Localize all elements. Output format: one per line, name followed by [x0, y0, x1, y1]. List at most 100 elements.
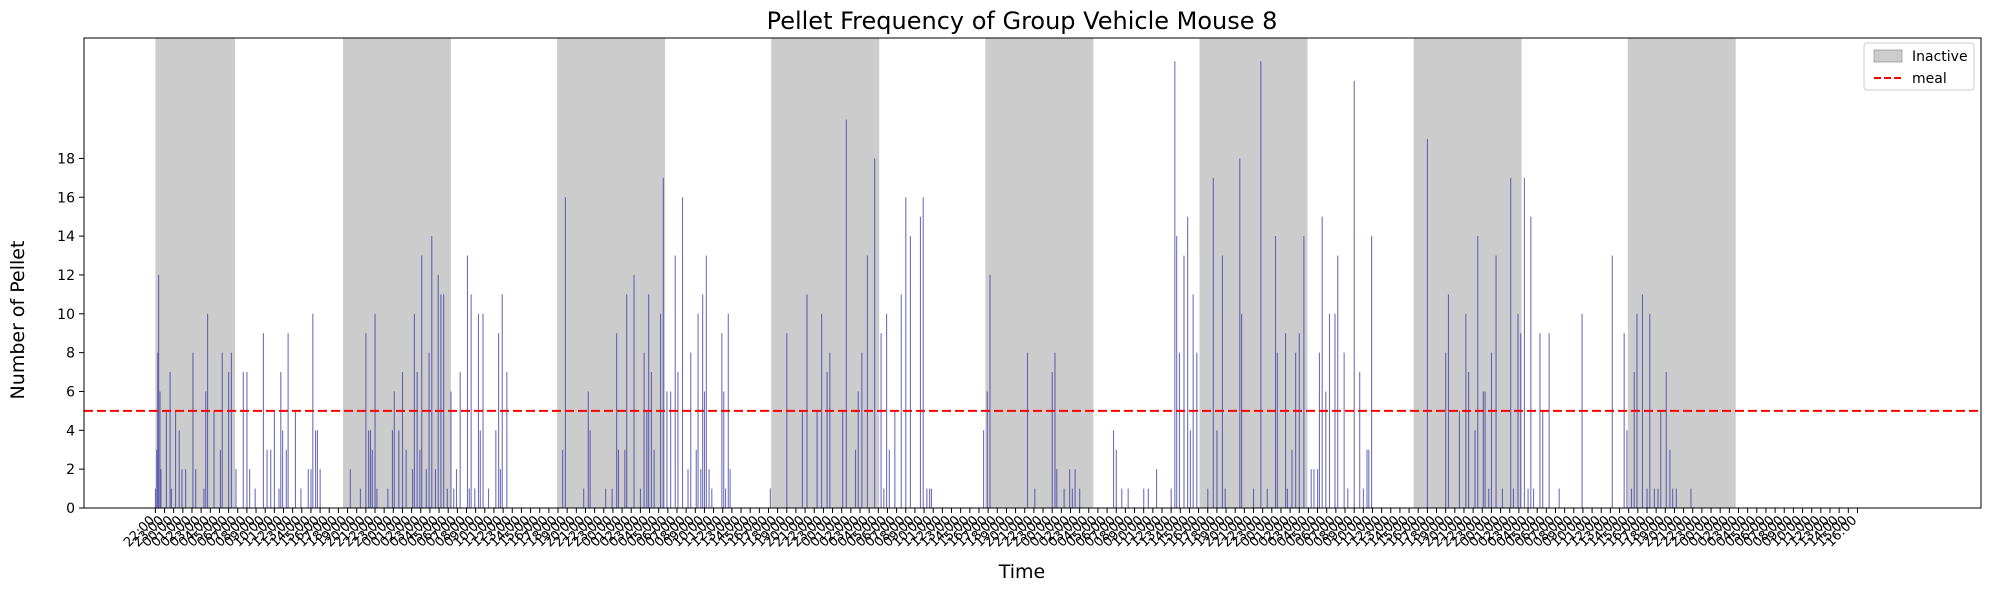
pellet-bar-180 [1176, 236, 1178, 508]
pellet-bar-53 [376, 488, 378, 508]
pellet-bar-4 [158, 274, 160, 508]
pellet-bar-130 [769, 488, 771, 508]
pellet-bar-208 [1318, 352, 1320, 508]
pellet-bar-47 [359, 488, 361, 508]
pellet-bar-255 [1641, 294, 1644, 508]
pellet-bar-141 [857, 391, 859, 508]
pellet-bar-150 [900, 294, 902, 508]
pellet-bar-234 [1495, 255, 1497, 508]
pellet-bar-34 [280, 372, 282, 508]
pellet-bar-258 [1653, 488, 1655, 508]
pellet-bar-96 [611, 488, 613, 508]
pellet-bar-237 [1512, 488, 1514, 508]
pellet-bar-185 [1192, 294, 1194, 508]
pellet-bar-136 [826, 372, 828, 508]
inactive-band-5 [985, 38, 1094, 508]
pellet-bar-16 [203, 488, 205, 508]
pellet-bar-241 [1527, 488, 1529, 508]
pellet-bar-85 [495, 430, 497, 508]
pellet-bar-86 [498, 333, 500, 508]
y-tick-label-14: 14 [57, 229, 75, 245]
pellet-bar-5 [159, 391, 161, 508]
pellet-bar-166 [1063, 488, 1065, 508]
pellet-bar-57 [398, 430, 400, 508]
pellet-bar-14 [192, 352, 194, 508]
pellet-bar-111 [670, 391, 672, 508]
x-axis-label: Time [998, 561, 1046, 583]
pellet-bar-36 [285, 449, 287, 508]
pellet-bar-60 [412, 469, 414, 508]
pellet-bar-154 [922, 197, 924, 508]
pellet-bar-72 [446, 488, 448, 508]
pellet-bar-119 [700, 469, 702, 508]
pellet-bar-151 [905, 197, 907, 508]
pellet-bar-73 [450, 391, 452, 508]
pellet-bar-103 [643, 352, 645, 508]
pellet-bar-214 [1343, 352, 1345, 508]
pellet-bar-105 [648, 294, 650, 508]
pellet-bar-165 [1056, 469, 1058, 508]
pellet-bar-82 [479, 430, 481, 508]
pellet-bar-231 [1484, 391, 1486, 508]
pellet-bar-68 [434, 469, 436, 508]
pellet-bar-33 [278, 488, 280, 508]
pellet-bar-92 [583, 488, 585, 508]
pellet-bar-2 [156, 449, 158, 508]
pellet-bar-134 [816, 410, 818, 508]
pellet-bar-83 [482, 313, 484, 508]
pellet-bar-245 [1542, 410, 1544, 508]
pellet-bar-219 [1366, 449, 1368, 508]
pellet-bar-235 [1501, 488, 1504, 508]
pellet-bar-39 [300, 488, 302, 508]
pellet-bar-59 [405, 449, 407, 508]
pellet-bar-244 [1539, 333, 1541, 508]
pellet-bar-50 [369, 430, 372, 508]
pellet-bar-67 [431, 236, 433, 508]
pellet-bar-177 [1155, 469, 1158, 508]
pellet-bar-230 [1482, 391, 1484, 508]
pellet-bar-97 [616, 333, 618, 508]
pellet-bar-32 [273, 410, 275, 508]
pellet-bar-102 [639, 488, 641, 508]
pellet-bar-54 [387, 488, 389, 508]
pellet-bar-217 [1359, 372, 1361, 508]
pellet-bar-210 [1325, 391, 1327, 508]
pellet-bar-247 [1558, 488, 1560, 508]
pellet-bar-31 [270, 449, 272, 508]
pellet-bar-64 [421, 255, 423, 508]
pellet-bar-87 [499, 469, 501, 508]
pellet-bar-22 [228, 372, 230, 508]
pellet-bar-188 [1212, 177, 1214, 508]
pellet-bar-176 [1147, 488, 1149, 508]
pellet-bar-243 [1533, 488, 1535, 508]
pellet-bar-220 [1368, 449, 1370, 508]
pellet-bar-222 [1426, 138, 1428, 508]
pellet-bar-218 [1362, 488, 1364, 508]
pellet-bar-17 [205, 391, 207, 508]
pellet-bar-84 [487, 488, 490, 508]
pellet-bar-202 [1295, 352, 1297, 508]
pellet-bar-91 [564, 197, 566, 508]
pellet-bar-120 [702, 294, 704, 508]
inactive-band-6 [1199, 38, 1308, 508]
pellet-bar-221 [1371, 236, 1373, 508]
pellet-bar-122 [705, 255, 707, 508]
pellet-bar-190 [1221, 255, 1223, 508]
y-tick-label-0: 0 [66, 501, 75, 517]
pellet-bar-21 [221, 352, 223, 508]
pellet-bar-162 [1034, 488, 1036, 508]
pellet-bar-174 [1127, 488, 1129, 508]
pellet-bar-23 [230, 352, 232, 508]
y-tick-label-2: 2 [66, 462, 75, 478]
inactive-band-4 [771, 38, 880, 508]
pellet-bar-158 [983, 430, 985, 508]
pellet-bar-198 [1276, 352, 1278, 508]
pellet-bar-51 [371, 449, 373, 508]
inactive-band-7 [1413, 38, 1522, 508]
pellet-bar-76 [459, 372, 461, 508]
pellet-bar-99 [624, 449, 626, 508]
pellet-bar-25 [242, 372, 244, 508]
pellet-bar-204 [1303, 236, 1305, 508]
pellet-bar-251 [1626, 430, 1628, 508]
